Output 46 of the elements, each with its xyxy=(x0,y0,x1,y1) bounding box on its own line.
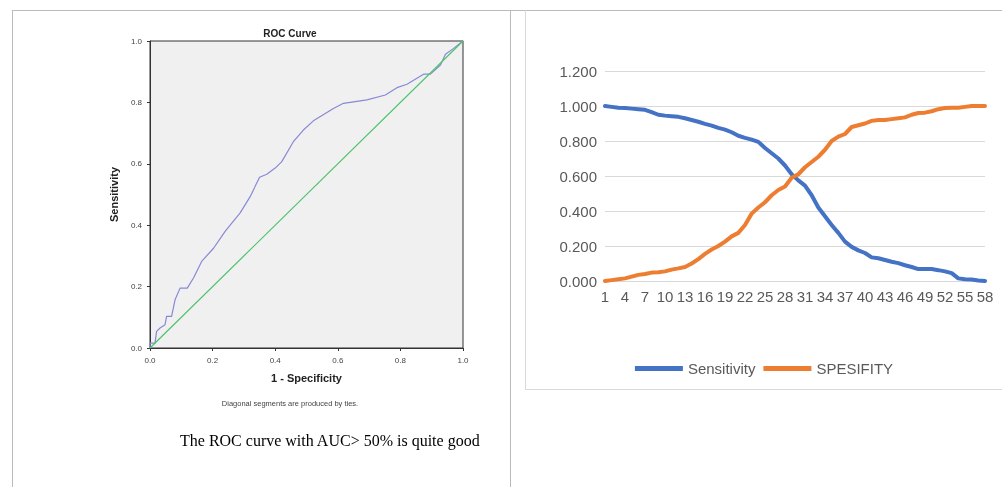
x-tick-label: 13 xyxy=(676,288,694,305)
x-tick-label: 46 xyxy=(896,288,914,305)
x-tick-label: 43 xyxy=(876,288,894,305)
text: The ROC curve with AUC> 50% is quite good xyxy=(180,432,480,450)
x-tick-label: 4 xyxy=(620,288,630,305)
x-tick-label: 19 xyxy=(716,288,734,305)
x-tick-label: 0.6 xyxy=(332,355,344,365)
chart-title: ROC Curve xyxy=(263,27,318,39)
x-tick-label: 16 xyxy=(696,288,714,305)
y-tick-label: 0.4 xyxy=(130,220,143,230)
y-tick-label: 1.200 xyxy=(559,62,597,80)
x-tick-label: 22 xyxy=(736,288,754,305)
x-tick-label: 40 xyxy=(856,288,874,305)
line-series xyxy=(603,104,987,283)
x-tick-label: 1.0 xyxy=(457,355,470,365)
y-tick-label: 0.6 xyxy=(130,159,143,169)
x-tick-label: 52 xyxy=(936,288,954,305)
y-tick-label: 1.000 xyxy=(559,97,597,115)
x-tick-label: 49 xyxy=(916,288,934,305)
y-tick-label: 0.400 xyxy=(559,202,597,220)
legend-label: Sensitivity xyxy=(687,360,756,377)
x-tick-label: 37 xyxy=(836,288,854,305)
y-tick-label: 0.800 xyxy=(559,132,597,150)
x-tick-label: 55 xyxy=(956,288,974,305)
line-series xyxy=(149,40,464,349)
x-tick-label: 7 xyxy=(640,288,650,305)
y-tick-label: 0.600 xyxy=(559,167,597,185)
x-tick-label: 0.8 xyxy=(394,355,407,365)
y-tick-label: 0.000 xyxy=(559,272,597,290)
x-tick-label: 25 xyxy=(756,288,774,305)
x-tick-label: 58 xyxy=(976,288,994,305)
x-tick-label: 10 xyxy=(656,288,674,305)
y-tick-label: 1.0 xyxy=(130,36,143,46)
x-tick-label: 28 xyxy=(776,288,794,305)
x-tick-label: 34 xyxy=(816,288,834,305)
y-tick-label: 0.200 xyxy=(559,237,597,255)
x-tick-label: 31 xyxy=(796,288,814,305)
legend-label: SPESIFITY xyxy=(816,360,894,377)
y-tick-label: 0.8 xyxy=(130,97,143,107)
x-axis-title: 1 - Specificity xyxy=(271,371,343,384)
y-axis-title: Sensitivity xyxy=(108,166,121,223)
x-tick-label: 0.2 xyxy=(207,355,219,365)
x-tick-label: 0.4 xyxy=(269,355,282,365)
y-tick-label: 0.0 xyxy=(130,343,143,353)
x-tick-label: 1 xyxy=(600,288,610,305)
x-tick-label: 0.0 xyxy=(144,355,157,365)
